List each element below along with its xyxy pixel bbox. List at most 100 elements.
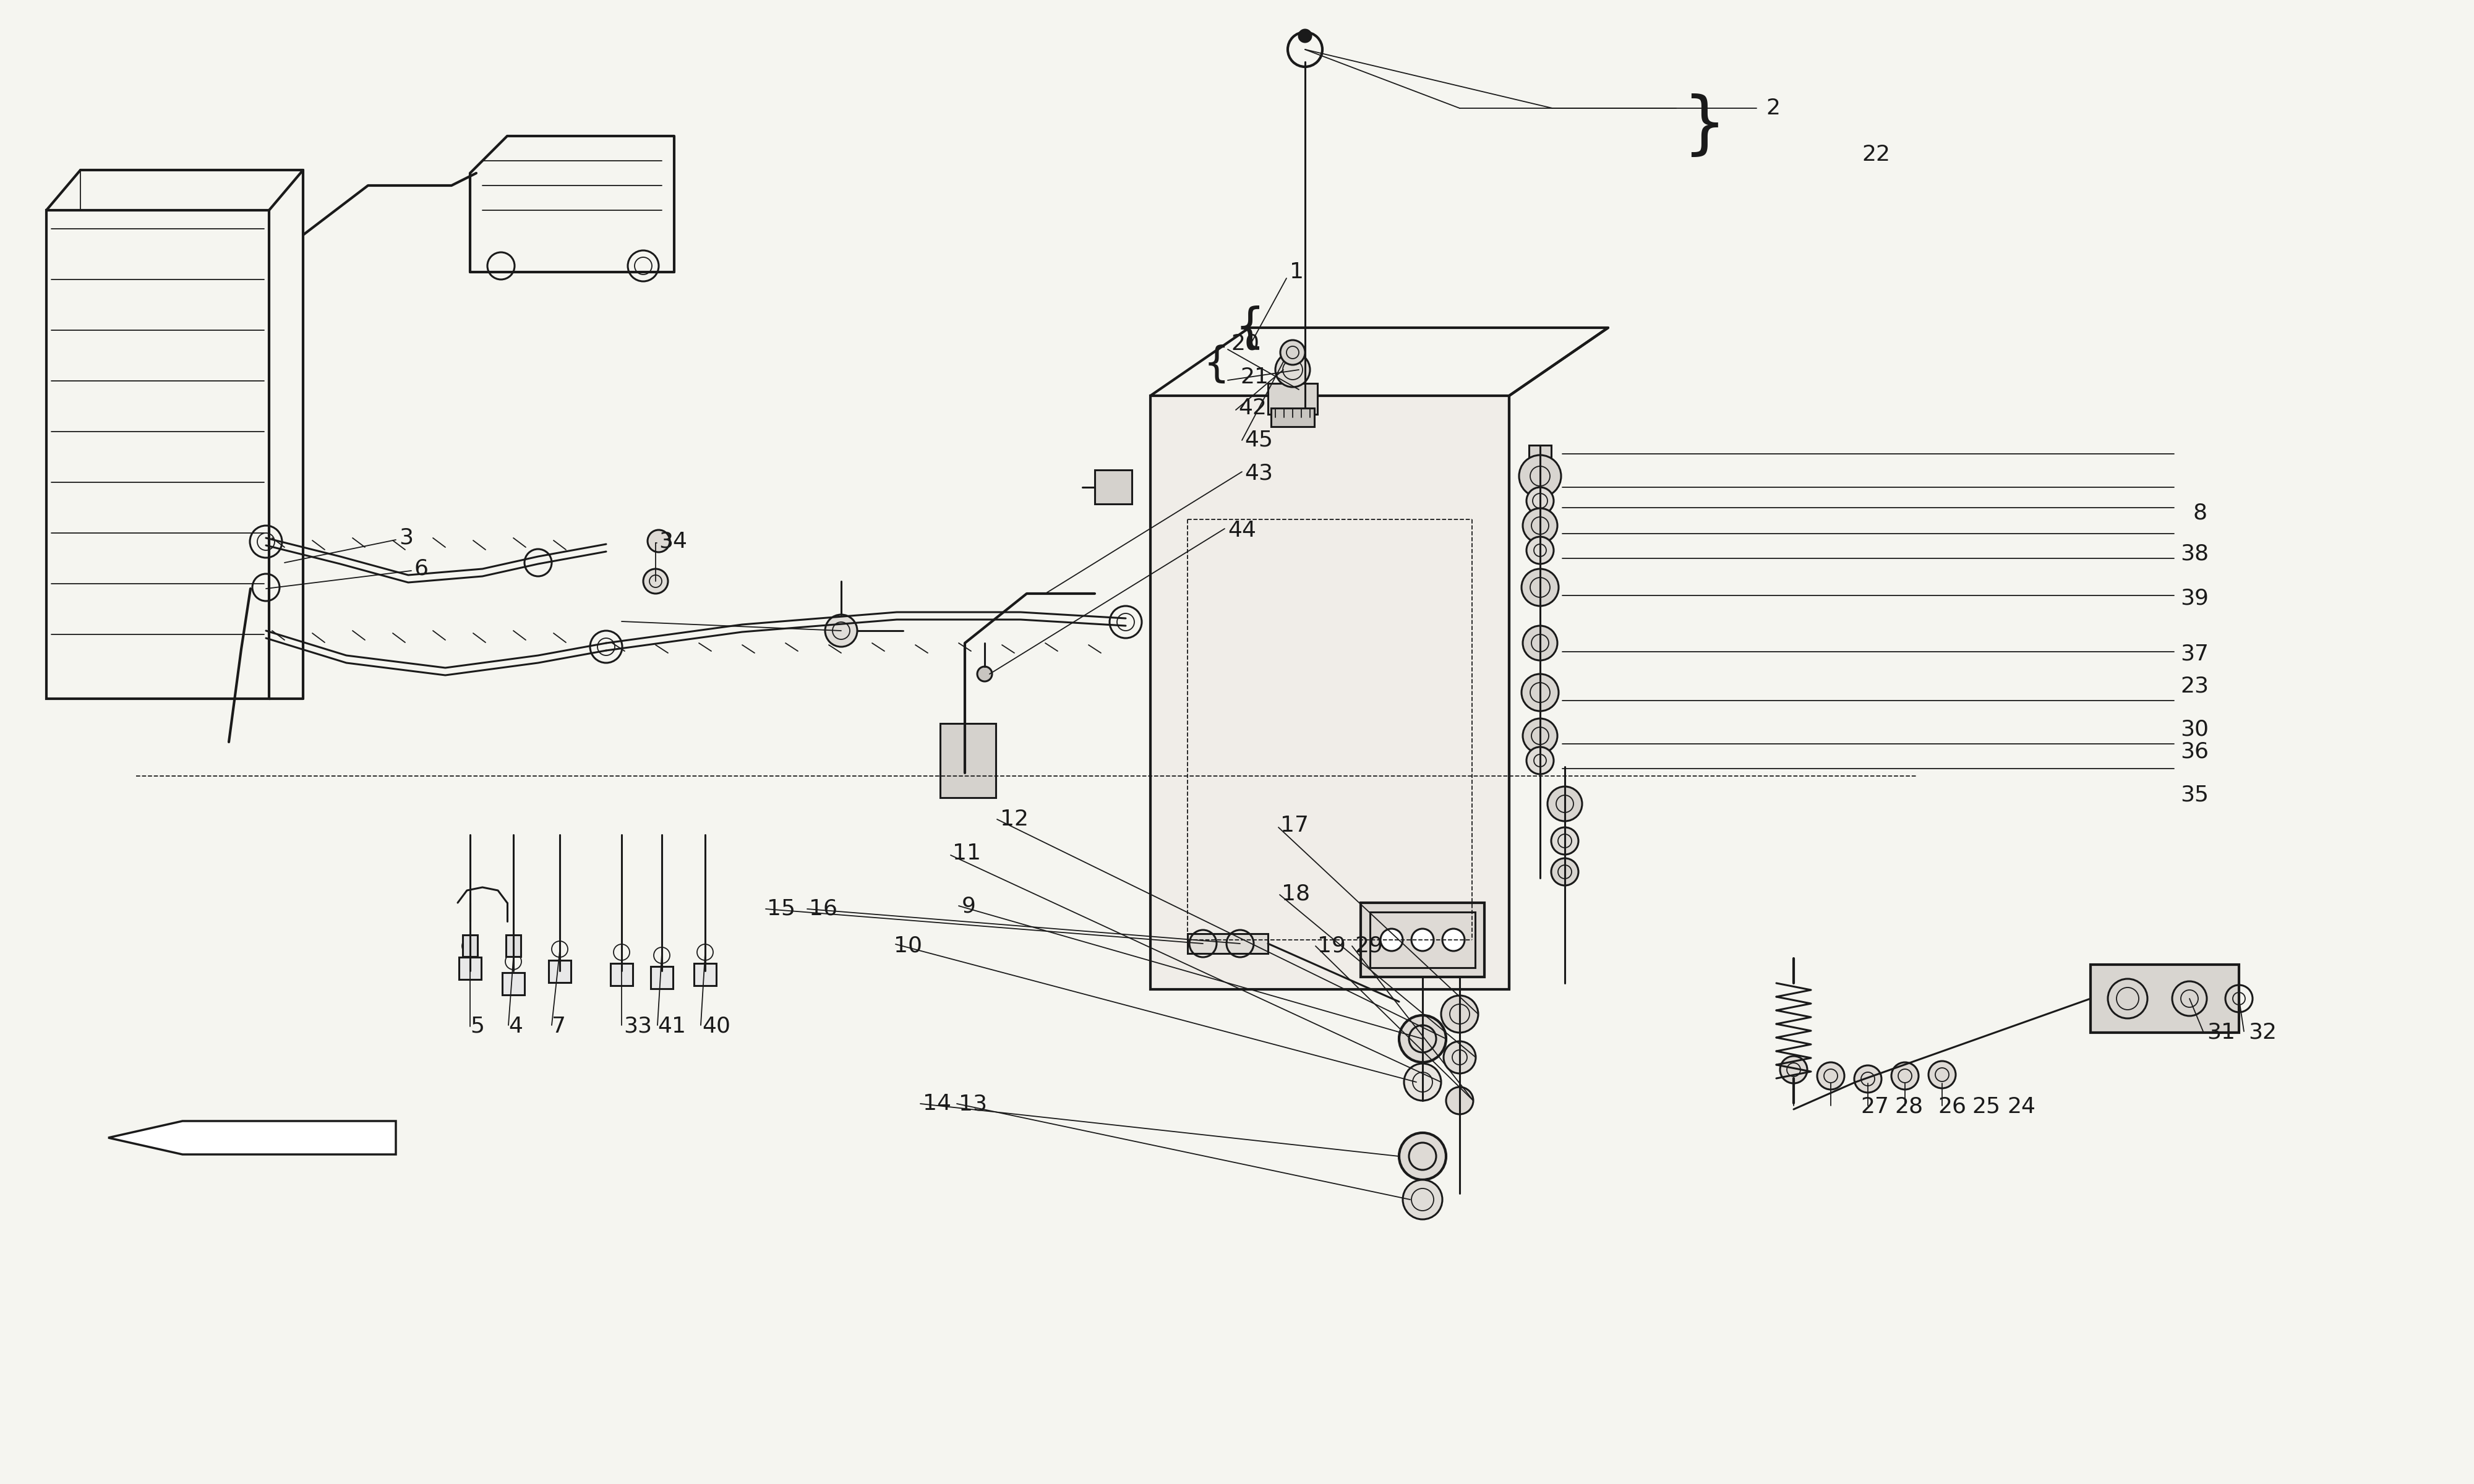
Text: 22: 22 [1863,144,1890,165]
Text: 13: 13 [960,1094,987,1114]
Bar [549,960,571,982]
Bar [47,211,270,699]
Bar [1150,396,1509,990]
Bar [693,963,717,985]
Circle shape [1380,929,1403,951]
Text: 17: 17 [1282,815,1309,835]
Circle shape [1405,1064,1440,1101]
Bar [1361,902,1484,976]
Text: 12: 12 [999,809,1029,830]
Circle shape [1524,626,1559,660]
Circle shape [1299,30,1311,42]
Circle shape [977,666,992,681]
Text: 37: 37 [2180,644,2209,665]
Text: 9: 9 [962,895,975,916]
Text: 31: 31 [2207,1022,2236,1043]
Circle shape [1403,1180,1442,1220]
Text: 3: 3 [398,527,413,549]
Text: 26: 26 [1937,1097,1967,1117]
Circle shape [1526,746,1554,775]
Text: 5: 5 [470,1017,485,1037]
Bar [460,957,480,979]
Circle shape [1282,340,1306,365]
Circle shape [1410,929,1435,951]
Circle shape [1277,352,1311,387]
Bar [1267,383,1316,414]
Text: 40: 40 [703,1017,730,1037]
Text: 7: 7 [552,1017,567,1037]
Text: 38: 38 [2180,543,2209,564]
Text: 34: 34 [658,530,688,552]
Circle shape [1440,996,1479,1033]
Text: 41: 41 [658,1017,685,1037]
Circle shape [1445,1086,1475,1114]
Text: 42: 42 [1239,398,1267,418]
Text: 23: 23 [2180,675,2209,697]
Circle shape [1400,1015,1445,1063]
Circle shape [1522,568,1559,605]
Text: 35: 35 [2180,784,2209,804]
Text: 8: 8 [2192,503,2207,524]
Circle shape [826,614,858,647]
Circle shape [1549,787,1583,821]
Text: 33: 33 [623,1017,653,1037]
Circle shape [1524,718,1559,752]
Text: 1: 1 [1289,261,1304,282]
Text: 15: 15 [767,898,797,920]
Text: 24: 24 [2006,1097,2036,1117]
Polygon shape [109,1120,396,1155]
Text: {: { [1235,304,1264,350]
Circle shape [1893,1063,1920,1089]
Text: 43: 43 [1244,463,1272,484]
Text: 32: 32 [2249,1022,2276,1043]
Text: 30: 30 [2180,720,2209,741]
Text: 44: 44 [1227,519,1257,542]
Text: 20: 20 [1232,332,1259,353]
Text: 2: 2 [1766,98,1781,119]
Bar [940,723,995,798]
Bar [1272,408,1314,427]
Bar [651,966,673,988]
Bar [1094,470,1133,505]
Text: 14: 14 [923,1094,950,1114]
Text: 11: 11 [952,843,980,864]
Text: 16: 16 [809,898,836,920]
Circle shape [1930,1061,1954,1088]
Text: 36: 36 [2180,741,2209,761]
Text: {: { [1202,344,1230,386]
Bar [502,972,524,994]
Text: 27: 27 [1860,1097,1890,1117]
Bar [1371,913,1475,968]
Circle shape [1816,1063,1846,1089]
Circle shape [1522,674,1559,711]
Text: 18: 18 [1282,883,1311,904]
Text: 4: 4 [510,1017,522,1037]
Bar [1188,933,1267,953]
Circle shape [1856,1066,1883,1092]
Text: 10: 10 [893,935,923,957]
Bar [1529,445,1551,463]
Text: 21: 21 [1239,367,1269,387]
Circle shape [643,568,668,594]
Bar [611,963,633,985]
Text: 45: 45 [1244,430,1272,451]
Circle shape [648,530,670,552]
Text: 28: 28 [1895,1097,1922,1117]
Text: 25: 25 [1972,1097,1999,1117]
Text: 19: 19 [1316,935,1346,957]
Circle shape [1519,456,1561,497]
Text: 6: 6 [416,558,428,579]
Circle shape [1442,929,1465,951]
Circle shape [1445,1042,1475,1073]
Circle shape [1526,487,1554,515]
Circle shape [1526,537,1554,564]
Text: 39: 39 [2180,588,2209,608]
Circle shape [1781,1057,1806,1083]
Circle shape [1551,858,1578,886]
Circle shape [1551,828,1578,855]
Circle shape [1400,1132,1445,1180]
Bar [463,935,477,957]
Text: }: } [1682,93,1727,160]
Circle shape [1524,508,1559,543]
Text: 29: 29 [1356,935,1383,957]
